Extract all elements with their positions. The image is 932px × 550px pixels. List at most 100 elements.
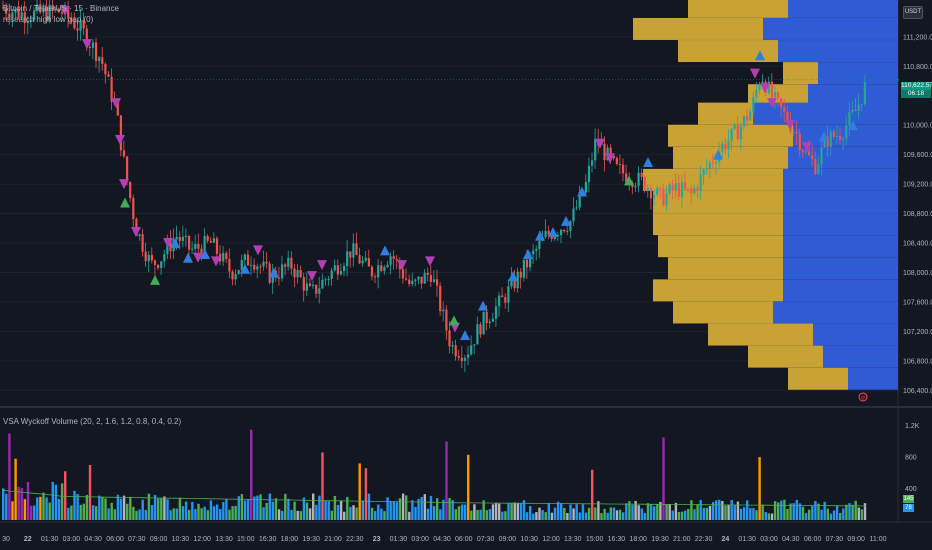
volume-bar <box>355 507 358 520</box>
candle-body <box>17 8 20 18</box>
volume-bar <box>346 496 349 520</box>
candle-body <box>863 82 866 104</box>
volume-bar <box>795 499 798 520</box>
candle-body <box>57 8 60 13</box>
volume-bar <box>147 493 151 520</box>
candle-body <box>736 124 739 140</box>
candle-body <box>389 256 392 265</box>
volume-bar <box>5 493 8 520</box>
candle-body <box>262 261 265 267</box>
volume-bar <box>804 512 808 520</box>
volume-bar <box>2 488 5 520</box>
alert-icon[interactable] <box>858 392 868 402</box>
profile-row-sell <box>818 62 898 85</box>
candle-body <box>312 284 315 286</box>
time-axis-label: 03:00 <box>760 536 778 543</box>
candle-body <box>225 253 228 260</box>
candle-body <box>649 187 653 199</box>
volume-bar <box>693 509 696 520</box>
candle-body <box>386 264 389 268</box>
volume-bar <box>277 509 281 520</box>
time-axis[interactable]: 30 22 01:30 03:00 04:30 06:00 07:30 09:00 10:30 1… <box>2 536 887 543</box>
volume-bar <box>547 503 550 520</box>
profile-row-buy <box>698 102 753 125</box>
volume-bar <box>293 501 296 520</box>
price-axis-label: 110,000.00 <box>903 123 932 130</box>
volume-bar <box>324 500 327 520</box>
buy-signal-marker <box>200 249 210 260</box>
volume-bar <box>721 500 724 520</box>
candle-body <box>408 279 411 285</box>
sell-signal-marker <box>605 153 615 164</box>
volume-bars[interactable] <box>1 429 867 520</box>
volume-moving-average <box>1 489 867 507</box>
time-axis-label: 19:30 <box>651 536 669 543</box>
candle-body <box>742 116 746 127</box>
candle-body <box>659 187 662 189</box>
volume-bar <box>566 513 569 520</box>
candle-body <box>14 8 17 13</box>
price-axis-label: 108,800.00 <box>903 211 932 218</box>
candle-body <box>23 12 26 23</box>
volume-bar <box>529 506 532 520</box>
volume-bar <box>212 506 216 520</box>
volume-bar <box>817 503 820 520</box>
volume-bar <box>203 506 206 520</box>
volume-bar <box>615 510 619 520</box>
candle-body <box>116 102 119 116</box>
volume-bar <box>575 504 578 520</box>
indicator-legend-vsa[interactable]: VSA Wyckoff Volume (20, 2, 1.6, 1.2, 0.8… <box>3 417 182 426</box>
volume-bar <box>780 500 783 520</box>
candle-body <box>339 271 343 275</box>
time-axis-label: 19:30 <box>302 536 320 543</box>
volume-bar <box>246 499 250 520</box>
volume-bar <box>457 506 461 520</box>
volume-bar <box>814 501 817 520</box>
volume-bar <box>8 433 11 520</box>
candle-body <box>256 266 259 270</box>
candle-body <box>268 263 271 283</box>
time-axis-label: 07:30 <box>477 536 495 543</box>
volume-bar <box>854 500 857 520</box>
symbol-title[interactable]: Bitcoin / TetherUS · 15 · Binance <box>3 4 119 13</box>
time-axis-label: 06:00 <box>804 536 822 543</box>
volume-bar <box>659 501 662 520</box>
volume-bar <box>742 507 746 520</box>
candle-body <box>51 4 54 10</box>
sell-signal-marker <box>253 245 263 256</box>
time-axis-label: 22 <box>24 536 32 543</box>
candle-body <box>696 188 699 192</box>
candle-body <box>343 265 346 272</box>
candle-body <box>88 46 91 48</box>
volume-bar <box>411 500 414 520</box>
volume-bar <box>265 502 268 520</box>
price-candles[interactable] <box>2 0 866 373</box>
volume-bar <box>250 429 253 520</box>
volume-bar <box>674 502 678 520</box>
candle-body <box>538 240 541 249</box>
candle-body <box>39 4 42 13</box>
volume-bar <box>364 468 368 520</box>
candle-body <box>609 147 612 156</box>
volume-bar <box>522 500 526 520</box>
volume-bar <box>513 502 516 520</box>
profile-row-sell <box>788 146 898 169</box>
volume-bar <box>132 506 135 520</box>
volume-bar <box>181 506 185 520</box>
candle-body <box>501 295 504 298</box>
currency-badge[interactable]: USDT <box>903 6 923 19</box>
time-axis-label: 06:00 <box>106 536 124 543</box>
sell-signal-marker <box>111 98 121 109</box>
volume-bar <box>370 507 374 520</box>
indicator-legend-research[interactable]: research high low gap (0) <box>3 15 94 24</box>
candle-body <box>842 138 845 140</box>
price-axis[interactable]: 111,200.00 110,800.00 110,000.00 109,600.00… <box>0 34 932 395</box>
volume-bar <box>33 505 36 520</box>
profile-row-sell <box>773 301 898 324</box>
volume-bar <box>857 507 860 520</box>
candle-body <box>36 4 39 11</box>
volume-bar <box>631 504 634 520</box>
volume-bar <box>783 499 786 520</box>
volume-bar <box>426 508 430 520</box>
